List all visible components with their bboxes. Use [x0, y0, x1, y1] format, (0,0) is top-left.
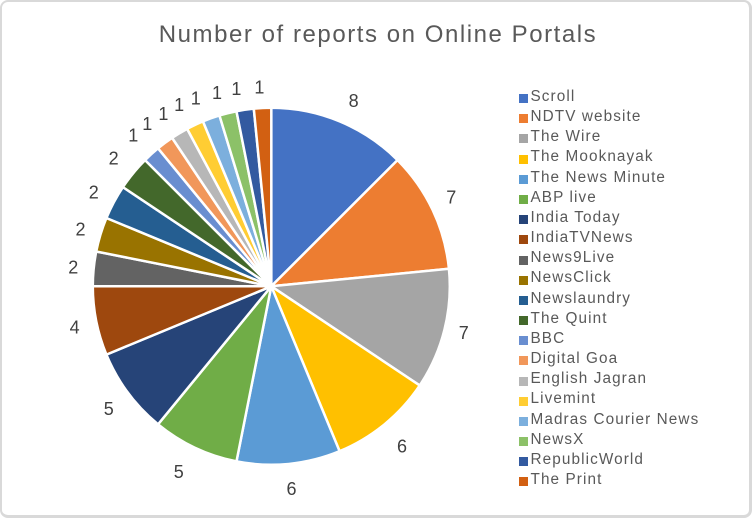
- svg-text:7: 7: [446, 188, 456, 208]
- svg-text:6: 6: [397, 437, 407, 457]
- svg-text:1: 1: [158, 104, 168, 124]
- svg-text:8: 8: [349, 91, 359, 111]
- svg-text:4: 4: [70, 317, 80, 337]
- svg-text:6: 6: [286, 479, 296, 499]
- svg-text:1: 1: [212, 83, 222, 103]
- svg-text:5: 5: [104, 399, 114, 419]
- svg-text:5: 5: [174, 462, 184, 482]
- svg-text:1: 1: [174, 95, 184, 115]
- svg-text:2: 2: [89, 182, 99, 202]
- svg-text:2: 2: [68, 258, 78, 278]
- svg-text:1: 1: [191, 88, 201, 108]
- svg-text:1: 1: [142, 114, 152, 134]
- svg-text:7: 7: [459, 323, 469, 343]
- svg-text:2: 2: [109, 148, 119, 168]
- svg-text:1: 1: [128, 126, 138, 146]
- svg-text:1: 1: [254, 77, 264, 97]
- svg-text:2: 2: [75, 219, 85, 239]
- svg-text:1: 1: [231, 79, 241, 99]
